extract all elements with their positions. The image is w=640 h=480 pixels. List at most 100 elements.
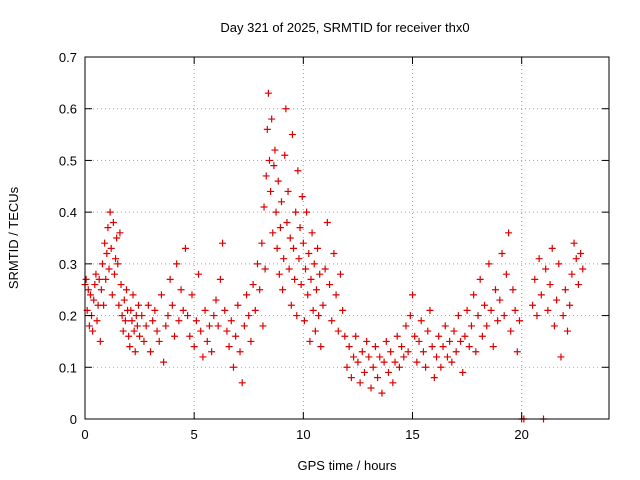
data-point [428,343,436,351]
data-point [400,353,408,361]
data-point [103,250,111,258]
data-point [533,312,541,320]
data-point [474,312,482,320]
data-point [181,244,189,252]
data-point [153,327,161,335]
data-point [309,306,317,314]
data-point [177,286,185,294]
data-point [216,275,224,283]
data-point [192,317,200,325]
data-point [371,343,379,351]
data-point [214,322,222,330]
data-point [203,337,211,345]
data-point [305,250,313,258]
data-point [283,218,291,226]
data-point [175,317,183,325]
data-point [505,229,513,237]
data-point [106,208,114,216]
data-point [121,317,129,325]
data-point [95,275,103,283]
data-point [279,286,287,294]
data-point [195,270,203,278]
data-point [437,363,445,371]
data-point [151,306,159,314]
chart-title: Day 321 of 2025, SRMTID for receiver thx… [220,20,469,35]
data-point [270,162,278,170]
data-point [559,312,567,320]
data-point [264,89,272,97]
data-point [275,270,283,278]
data-point [413,358,421,366]
data-point [128,317,136,325]
data-point [243,291,251,299]
data-point [354,358,362,366]
x-axis-label: GPS time / hours [298,458,397,473]
data-point [274,177,282,185]
data-point [162,322,170,330]
data-point [236,348,244,356]
data-point [481,301,489,309]
data-point [382,337,390,345]
data-point [369,363,377,371]
data-point [288,131,296,139]
data-point [164,312,172,320]
data-point [323,218,331,226]
data-point [378,389,386,397]
data-point [498,250,506,258]
data-point [273,244,281,252]
data-point [463,306,471,314]
data-point [459,368,467,376]
data-point [113,234,121,242]
data-point [125,332,133,340]
data-point [267,187,275,195]
data-point [384,368,392,376]
data-point [85,322,93,330]
y-axis-label: SRMTID / TECUs [6,186,21,289]
data-point [561,286,569,294]
data-point [570,239,578,247]
data-point [555,260,563,268]
data-point [269,229,277,237]
y-tick-label: 0.2 [59,309,77,324]
data-point [441,322,449,330]
data-point [465,343,473,351]
data-point [190,343,198,351]
data-point [544,306,552,314]
data-point [155,337,163,345]
data-point [422,363,430,371]
data-point [117,281,125,289]
data-point [142,322,150,330]
data-point [90,296,98,304]
data-point [529,301,537,309]
data-point [314,244,322,252]
data-point [332,291,340,299]
data-point [550,322,558,330]
data-point [166,275,174,283]
data-point [210,312,218,320]
data-series [81,89,587,423]
data-point [352,332,360,340]
data-point [548,244,556,252]
data-point [350,353,358,361]
data-point [311,327,319,335]
data-point [306,337,314,345]
data-point [339,306,347,314]
data-point [374,374,382,382]
data-point [409,291,416,299]
data-point [298,193,306,201]
data-point [491,286,499,294]
data-point [535,255,543,263]
data-point [297,281,305,289]
data-point [120,296,128,304]
data-point [234,301,242,309]
data-point [290,244,298,252]
data-point [343,363,351,371]
data-point [285,265,293,273]
data-point [310,260,318,268]
data-point [147,348,154,356]
data-point [112,255,120,263]
data-point [101,239,109,247]
data-point [439,343,447,351]
data-point [415,337,423,345]
data-point [278,198,285,206]
